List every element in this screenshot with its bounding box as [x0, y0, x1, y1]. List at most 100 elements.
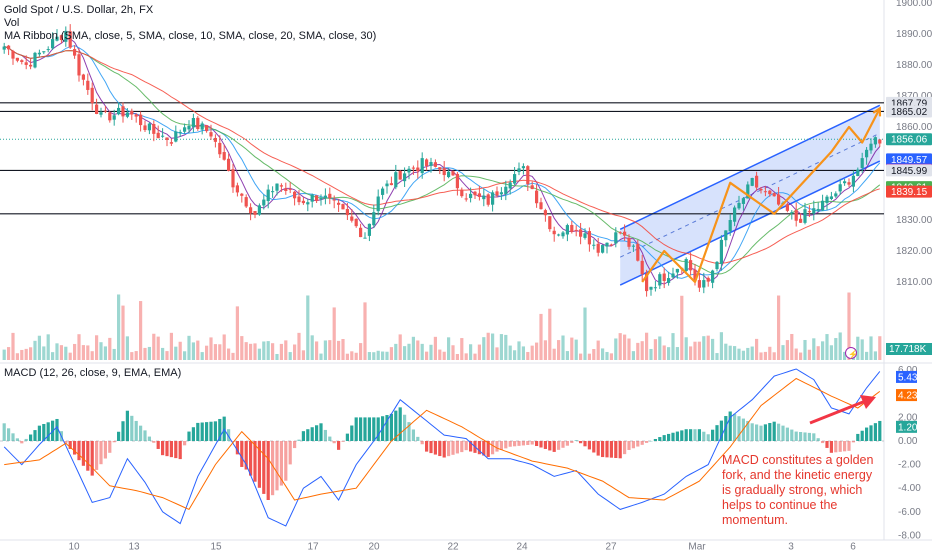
candle-body — [675, 268, 679, 273]
candle-body — [645, 273, 649, 292]
candle-body — [653, 287, 657, 289]
candle-body — [561, 232, 565, 237]
volume-bar — [552, 348, 556, 360]
volume-bar — [618, 333, 622, 360]
volume-bar — [411, 336, 415, 360]
volume-legend[interactable]: Vol — [4, 17, 20, 29]
macd-histogram-bar — [565, 441, 569, 446]
volume-bar — [790, 333, 794, 360]
volume-bar — [799, 352, 803, 360]
volume-bar — [759, 352, 763, 360]
volume-bar — [328, 340, 332, 360]
volume-bar — [548, 308, 552, 360]
candle-body — [504, 186, 508, 195]
macd-histogram-bar — [451, 441, 455, 455]
macd-histogram-bar — [205, 422, 209, 441]
candle-body — [517, 168, 521, 173]
candle-body — [799, 218, 803, 223]
candle-body — [702, 280, 706, 288]
candle-body — [601, 245, 605, 253]
macd-histogram-bar — [763, 424, 767, 441]
candle-body — [477, 193, 481, 197]
volume-bar — [856, 336, 860, 360]
macd-histogram-bar — [750, 423, 754, 441]
projection-arrow-path — [641, 107, 881, 284]
candle-body — [596, 243, 600, 253]
volume-bar — [345, 353, 349, 360]
macd-histogram-bar — [161, 441, 165, 456]
volume-bar — [746, 347, 750, 360]
candle-body — [205, 125, 209, 132]
price-axis-tick: 1890.00 — [896, 29, 932, 40]
macd-histogram-bar — [526, 441, 530, 445]
macd-histogram-bar — [108, 441, 112, 453]
candle-body — [667, 278, 671, 283]
projection-arrow-head — [872, 106, 882, 117]
ma-ribbon-legend[interactable]: MA Ribbon (SMA, close, 5, SMA, close, 10… — [4, 30, 377, 42]
candle-body — [227, 158, 231, 171]
volume-bar — [464, 353, 468, 360]
price-label-text: 1845.99 — [891, 166, 928, 177]
macd-histogram-bar — [249, 441, 253, 476]
candle-body — [416, 167, 420, 172]
macd-histogram-bar — [513, 441, 517, 447]
volume-bar — [741, 350, 745, 360]
macd-histogram-bar — [724, 416, 728, 441]
candle-body — [7, 45, 11, 50]
volume-bar — [526, 351, 530, 360]
price-channel-fill — [620, 105, 880, 286]
volume-bar — [557, 340, 561, 360]
macd-histogram-bar — [768, 423, 772, 441]
macd-histogram-bar — [667, 433, 671, 441]
volume-bar — [517, 341, 521, 360]
volume-bar — [565, 351, 569, 360]
volume-bar — [623, 334, 627, 360]
macd-histogram-bar — [469, 441, 473, 452]
candle-body — [755, 175, 759, 188]
macd-histogram-bar — [403, 414, 407, 441]
symbol-title[interactable]: Gold Spot / U.S. Dollar, 2h, FX — [4, 4, 154, 16]
macd-histogram-bar — [719, 420, 723, 441]
volume-bar — [781, 345, 785, 360]
macd-histogram-bar — [376, 417, 380, 441]
volume-bar — [543, 340, 547, 360]
candle-body — [385, 183, 389, 187]
macd-histogram-bar — [605, 441, 609, 458]
candle-body — [240, 193, 244, 196]
volume-bar — [504, 334, 508, 360]
volume-bar — [803, 339, 807, 360]
macd-histogram-bar — [235, 441, 239, 455]
macd-histogram-bar — [398, 407, 402, 441]
candle-body — [530, 185, 534, 190]
macd-histogram-bar — [680, 430, 684, 441]
volume-bar — [737, 348, 741, 360]
volume-bar — [521, 346, 525, 360]
candle-body — [152, 123, 156, 134]
candle-body — [469, 193, 473, 199]
candle-body — [495, 191, 499, 196]
price-axis-tick: 1860.00 — [896, 122, 932, 133]
macd-histogram-bar — [596, 441, 600, 456]
candle-body — [323, 195, 327, 198]
volume-bar — [614, 338, 618, 360]
candle-body — [425, 159, 429, 166]
volume-bar — [878, 336, 882, 360]
candle-body — [772, 193, 776, 197]
candle-body — [570, 224, 574, 232]
candle-body — [592, 244, 596, 246]
candle-body — [147, 123, 151, 131]
channel-upper-line — [619, 104, 881, 230]
candle-body — [174, 131, 178, 142]
candle-body — [878, 139, 882, 144]
macd-histogram-bar — [631, 441, 635, 449]
volume-bar — [873, 351, 877, 360]
macd-histogram-bar — [350, 425, 354, 441]
macd-histogram-bar — [702, 431, 706, 441]
candle-body — [869, 143, 873, 151]
macd-legend[interactable]: MACD (12, 26, close, 9, EMA, EMA) — [4, 367, 182, 379]
candle-body — [187, 126, 191, 130]
volume-bar — [667, 347, 671, 360]
macd-histogram-bar — [284, 441, 288, 481]
volume-bar — [684, 337, 688, 360]
